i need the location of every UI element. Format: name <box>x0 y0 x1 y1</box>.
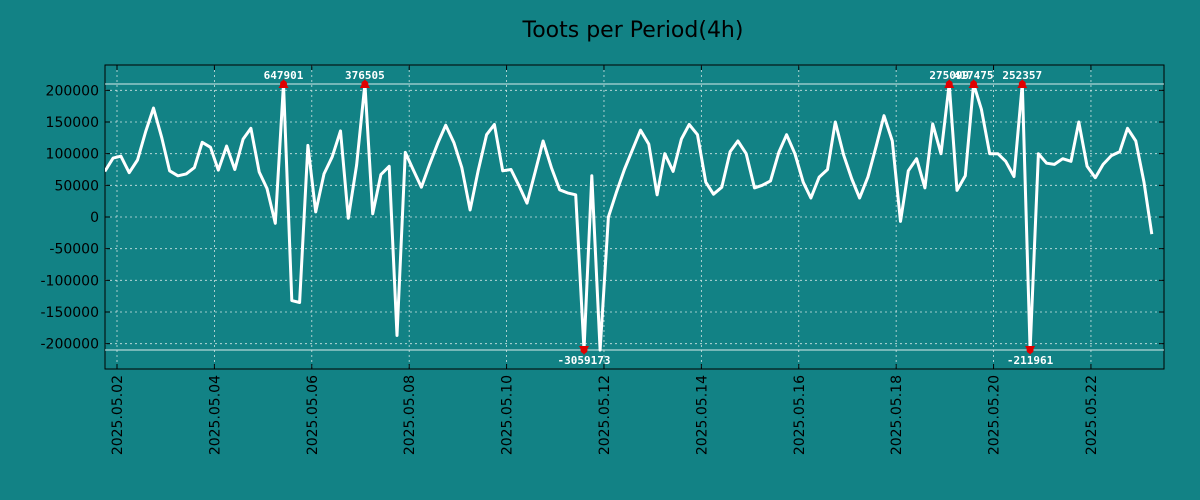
series-line-toots <box>105 82 1154 352</box>
outlier-marker-dot <box>361 80 369 88</box>
series <box>105 82 1154 352</box>
y-tick-label: 0 <box>90 210 99 226</box>
y-tick-label: -50000 <box>49 242 99 258</box>
outlier-label: 252357 <box>1002 69 1042 82</box>
chart-title: Toots per Period(4h) <box>522 18 744 43</box>
x-tick-label: 2025.05.04 <box>207 375 223 455</box>
outlier-marker-dot <box>280 80 288 88</box>
x-tick-label: 2025.05.10 <box>500 375 516 455</box>
outlier-marker-dot <box>1026 346 1034 354</box>
y-tick-label: -200000 <box>41 337 100 353</box>
x-tick-label: 2025.05.12 <box>597 375 613 455</box>
outlier-label: -211961 <box>1007 354 1054 367</box>
outlier-label: 275099 <box>929 69 969 82</box>
outlier-label: 376505 <box>345 69 385 82</box>
y-tick-label: -100000 <box>41 273 100 289</box>
outlier-marker-dot <box>945 80 953 88</box>
x-axis: 2025.05.02 2025.05.04 2025.05.06 2025.05.08… <box>110 65 1100 455</box>
y-tick-label: 150000 <box>46 115 99 131</box>
y-tick-label: 100000 <box>46 147 99 163</box>
outlier-marker-dot <box>580 346 588 354</box>
outlier-label: 417475 <box>954 69 994 82</box>
x-tick-label: 2025.05.14 <box>694 375 710 455</box>
grid <box>105 65 1164 369</box>
outlier-label: -3059173 <box>558 354 611 367</box>
outlier-label: 647901 <box>264 69 304 82</box>
x-tick-label: 2025.05.22 <box>1084 375 1100 455</box>
x-tick-label: 2025.05.18 <box>889 375 905 455</box>
y-tick-label: 50000 <box>54 178 99 194</box>
x-tick-label: 2025.05.02 <box>110 375 126 455</box>
x-tick-label: 2025.05.08 <box>402 375 418 455</box>
x-tick-label: 2025.05.20 <box>987 375 1003 455</box>
y-tick-label: -150000 <box>41 305 100 321</box>
y-axis: 200000 150000 100000 50000 0 -50000 -100000 -15… <box>41 83 1164 353</box>
outlier-marker-dot <box>1018 80 1026 88</box>
y-tick-label: 200000 <box>46 83 99 99</box>
x-tick-label: 2025.05.16 <box>792 375 808 455</box>
x-tick-label: 2025.05.06 <box>305 375 321 455</box>
outlier-marker-dot <box>970 80 978 88</box>
